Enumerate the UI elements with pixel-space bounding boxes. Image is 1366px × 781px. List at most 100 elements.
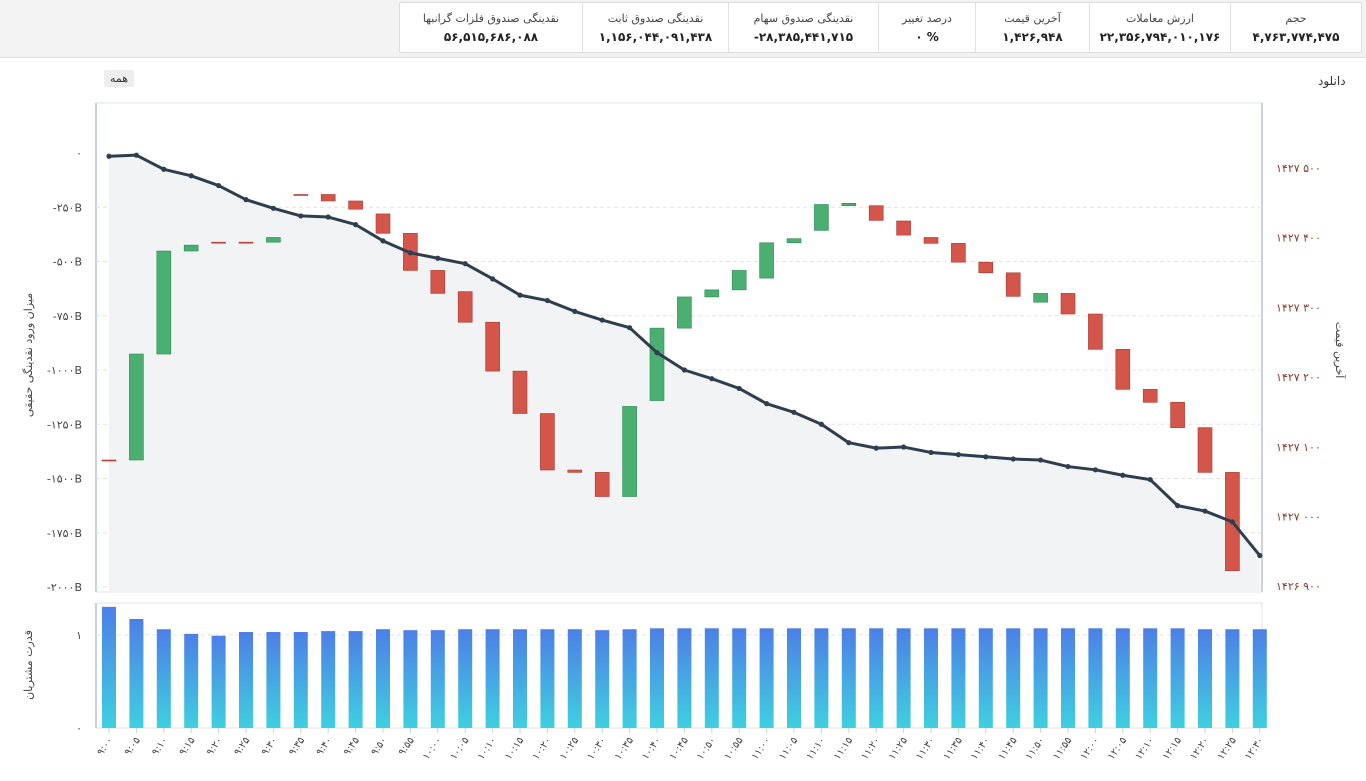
candle[interactable] (430, 270, 446, 294)
candle[interactable] (923, 237, 939, 244)
liquidity-point[interactable] (1010, 456, 1016, 462)
liquidity-point[interactable] (106, 153, 112, 159)
buyer-power-bar[interactable] (1143, 628, 1158, 728)
buyer-power-bar[interactable] (403, 630, 418, 728)
buyer-power-bar[interactable] (841, 628, 856, 728)
candle[interactable] (731, 270, 747, 291)
liquidity-point[interactable] (709, 376, 715, 382)
liquidity-point[interactable] (928, 449, 934, 456)
liquidity-point[interactable] (216, 182, 222, 189)
buyer-power-bar[interactable] (485, 629, 500, 728)
candle[interactable] (1060, 293, 1076, 315)
buyer-power-bar[interactable] (869, 628, 884, 728)
buyer-power-bar[interactable] (1033, 628, 1048, 728)
liquidity-point[interactable] (1229, 519, 1235, 525)
candle[interactable] (320, 194, 336, 202)
buyer-power-bar[interactable] (376, 629, 390, 728)
zoom-all-button[interactable]: همه (104, 70, 135, 87)
candle[interactable] (759, 242, 774, 279)
liquidity-point[interactable] (846, 440, 852, 446)
candle[interactable] (978, 261, 994, 274)
buyer-power-bar[interactable] (704, 628, 719, 728)
buyer-power-bar[interactable] (430, 630, 445, 728)
candle[interactable] (896, 220, 911, 236)
candle[interactable] (594, 472, 610, 497)
candle[interactable] (1142, 389, 1158, 403)
liquidity-point[interactable] (435, 255, 441, 261)
candle[interactable] (1115, 349, 1131, 390)
buyer-power-bar[interactable] (1061, 628, 1075, 728)
buyer-power-bar[interactable] (759, 628, 774, 728)
liquidity-point[interactable] (681, 367, 688, 373)
candle[interactable] (1005, 272, 1021, 297)
buyer-power-bar[interactable] (102, 606, 116, 728)
candle[interactable] (1197, 427, 1213, 473)
candle[interactable] (183, 244, 199, 252)
liquidity-point[interactable] (243, 197, 249, 203)
candle[interactable] (293, 194, 309, 196)
candle[interactable] (677, 296, 692, 329)
liquidity-point[interactable] (1038, 457, 1044, 463)
buyer-power-bar[interactable] (239, 632, 253, 728)
buyer-power-bar[interactable] (540, 629, 555, 728)
liquidity-point[interactable] (270, 205, 276, 211)
buyer-power-bar[interactable] (650, 628, 664, 728)
liquidity-point[interactable] (1065, 463, 1071, 470)
liquidity-point[interactable] (654, 350, 660, 356)
liquidity-point[interactable] (380, 238, 386, 244)
candle[interactable] (1170, 402, 1185, 428)
liquidity-point[interactable] (1202, 508, 1208, 514)
liquidity-point[interactable] (627, 325, 633, 331)
candle[interactable] (375, 213, 391, 234)
download-button[interactable]: دانلود (1318, 74, 1346, 88)
buyer-power-bar[interactable] (129, 618, 144, 728)
buyer-power-bar[interactable] (211, 635, 226, 728)
liquidity-point[interactable] (1120, 472, 1126, 478)
liquidity-point[interactable] (901, 444, 907, 450)
candle[interactable] (238, 241, 254, 244)
liquidity-point[interactable] (133, 152, 139, 158)
candle[interactable] (1033, 293, 1048, 303)
liquidity-point[interactable] (517, 292, 523, 298)
liquidity-point[interactable] (818, 421, 825, 427)
candle[interactable] (211, 241, 226, 244)
candle[interactable] (348, 200, 363, 210)
liquidity-point[interactable] (873, 445, 879, 451)
candle[interactable] (951, 243, 966, 263)
candle[interactable] (156, 250, 172, 355)
liquidity-point[interactable] (544, 297, 551, 304)
candle[interactable] (704, 289, 720, 298)
buyer-power-bar[interactable] (1225, 629, 1240, 728)
liquidity-point[interactable] (955, 452, 962, 458)
candle[interactable] (786, 238, 802, 244)
buyer-power-bar[interactable] (1006, 628, 1021, 728)
buyer-power-bar[interactable] (595, 630, 610, 728)
candle[interactable] (841, 203, 857, 206)
candle[interactable] (266, 237, 281, 243)
liquidity-point[interactable] (161, 166, 167, 172)
candle[interactable] (1088, 313, 1103, 350)
buyer-power-bar[interactable] (732, 628, 747, 728)
buyer-power-bar[interactable] (293, 632, 308, 728)
candle[interactable] (567, 469, 583, 473)
liquidity-point[interactable] (188, 173, 194, 179)
buyer-power-bar[interactable] (978, 628, 993, 728)
candle[interactable] (814, 204, 829, 231)
candle[interactable] (622, 406, 637, 497)
buyer-power-bar[interactable] (1170, 628, 1185, 728)
buyer-power-bar[interactable] (513, 629, 527, 728)
buyer-power-bar[interactable] (1198, 629, 1212, 728)
liquidity-point[interactable] (462, 261, 468, 267)
buyer-power-bar[interactable] (1088, 628, 1103, 728)
buyer-power-bar[interactable] (677, 628, 692, 728)
candle[interactable] (540, 413, 555, 471)
candle[interactable] (868, 205, 884, 221)
candle[interactable] (485, 321, 500, 372)
liquidity-point[interactable] (1175, 503, 1181, 509)
liquidity-point[interactable] (599, 317, 605, 323)
buyer-power-bar[interactable] (924, 628, 938, 728)
buyer-power-bar[interactable] (567, 629, 582, 728)
buyer-power-bar[interactable] (348, 631, 363, 728)
liquidity-point[interactable] (764, 401, 770, 407)
liquidity-point[interactable] (791, 409, 797, 415)
